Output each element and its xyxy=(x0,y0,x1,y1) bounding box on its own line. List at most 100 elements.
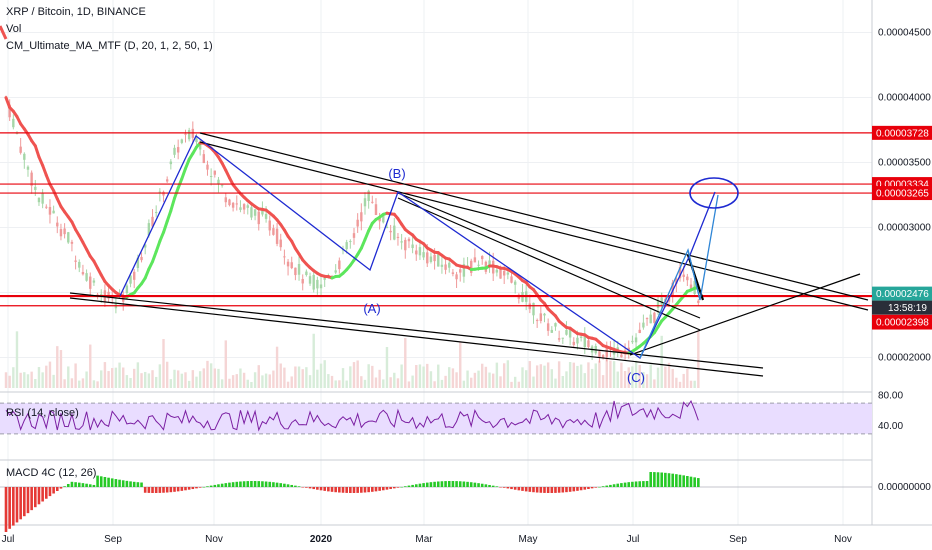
macd-bar xyxy=(242,481,246,487)
macd-bar xyxy=(96,475,99,487)
candle-body xyxy=(272,228,275,235)
candle-body xyxy=(554,323,557,327)
macd-bar xyxy=(572,487,576,492)
macd-bar xyxy=(132,481,136,487)
volume-bar xyxy=(85,371,88,388)
candle-body xyxy=(367,190,370,201)
candle-body xyxy=(338,260,341,270)
volume-bar xyxy=(290,376,293,388)
volume-bar xyxy=(176,370,180,388)
macd-bar xyxy=(88,484,92,487)
macd-bar xyxy=(557,487,561,493)
candle-body xyxy=(532,302,535,316)
x-tick-label: Sep xyxy=(104,534,122,545)
macd-bar xyxy=(385,487,389,490)
candle-body xyxy=(671,282,674,296)
volume-bar xyxy=(12,367,15,388)
candle-body xyxy=(433,254,436,262)
volume-bar xyxy=(59,350,63,388)
macd-bar xyxy=(147,487,151,493)
macd-bar xyxy=(510,487,513,490)
volume-bar xyxy=(477,370,480,388)
volume-bar xyxy=(191,370,195,388)
macd-bar xyxy=(4,487,8,532)
price-tag-label: 0.00002476 xyxy=(876,289,929,300)
macd-bar xyxy=(85,483,88,487)
candle-body xyxy=(568,328,572,338)
ma-segment xyxy=(176,177,184,190)
macd-bar xyxy=(480,483,484,487)
macd-bar xyxy=(151,487,154,493)
macd-bar xyxy=(623,482,627,487)
macd-bar xyxy=(682,475,685,487)
volume-bar xyxy=(4,372,8,388)
symbol-title: XRP / Bitcoin, 1D, BINANCE xyxy=(6,6,146,18)
candle-body xyxy=(400,241,403,243)
macd-bar xyxy=(308,487,312,489)
ma-segment xyxy=(165,209,173,223)
volume-bar xyxy=(63,379,66,388)
macd-bar xyxy=(264,481,268,487)
candle-body xyxy=(455,274,458,280)
volume-bar xyxy=(561,375,564,388)
macd-bar xyxy=(327,487,330,492)
price-axis: 0.00004500 0.00004000 0.00003500 0.00003000… xyxy=(878,28,931,494)
candle-body xyxy=(283,256,286,258)
candle-body xyxy=(257,211,260,225)
macd-bar xyxy=(543,487,546,493)
macd-bar xyxy=(195,487,198,489)
volume-bar xyxy=(133,368,136,388)
candle-body xyxy=(356,219,359,227)
candle-body xyxy=(470,260,473,273)
volume-bar xyxy=(52,374,55,388)
macd-bar xyxy=(198,487,202,488)
candle-body xyxy=(246,205,249,208)
target-circle xyxy=(689,177,739,209)
candle-body xyxy=(23,153,26,160)
ma-segment xyxy=(180,167,187,181)
rsi-tick-label: 40.00 xyxy=(878,421,903,432)
macd-bar xyxy=(451,481,455,487)
volume-bar xyxy=(319,363,323,388)
volume-bar xyxy=(114,367,118,388)
macd-bar xyxy=(587,487,590,490)
macd-bar xyxy=(77,482,81,487)
x-tick-label: May xyxy=(519,534,538,545)
macd-bar xyxy=(283,483,286,487)
volume-bar xyxy=(78,380,81,388)
candle-body xyxy=(426,252,429,264)
volume-bar xyxy=(111,368,114,388)
macd-bar xyxy=(502,487,506,488)
candle-body xyxy=(209,176,213,178)
volume-bar xyxy=(235,374,238,388)
macd-bar xyxy=(418,483,422,487)
candle-body xyxy=(176,147,180,153)
volume-bar xyxy=(363,379,367,388)
volume-bar xyxy=(26,374,30,388)
volume-bar xyxy=(378,369,381,388)
candle-body xyxy=(30,172,33,186)
volume-bar xyxy=(323,360,326,388)
candle-body xyxy=(371,201,374,203)
candle-body xyxy=(147,223,151,236)
x-tick-label: Nov xyxy=(834,534,852,545)
volume-bar xyxy=(444,375,447,388)
price-tag-label: 0.00003728 xyxy=(876,128,929,139)
candle-body xyxy=(543,313,546,316)
macd-bar xyxy=(605,485,609,487)
candle-body xyxy=(154,212,158,214)
macd-bar xyxy=(103,477,107,487)
macd-bar xyxy=(143,487,147,493)
candle-body xyxy=(360,212,363,222)
candle-body xyxy=(286,261,290,267)
macd-bar xyxy=(268,481,272,487)
volume-bar xyxy=(8,375,11,388)
macd-bar xyxy=(352,487,356,493)
candle-body xyxy=(678,267,682,279)
horizontal-levels xyxy=(0,132,872,307)
volume-bar xyxy=(689,380,693,388)
volume-bar xyxy=(539,364,543,388)
candle-body xyxy=(268,220,271,231)
volume-bar xyxy=(165,361,169,388)
x-tick-label: Sep xyxy=(729,534,747,545)
